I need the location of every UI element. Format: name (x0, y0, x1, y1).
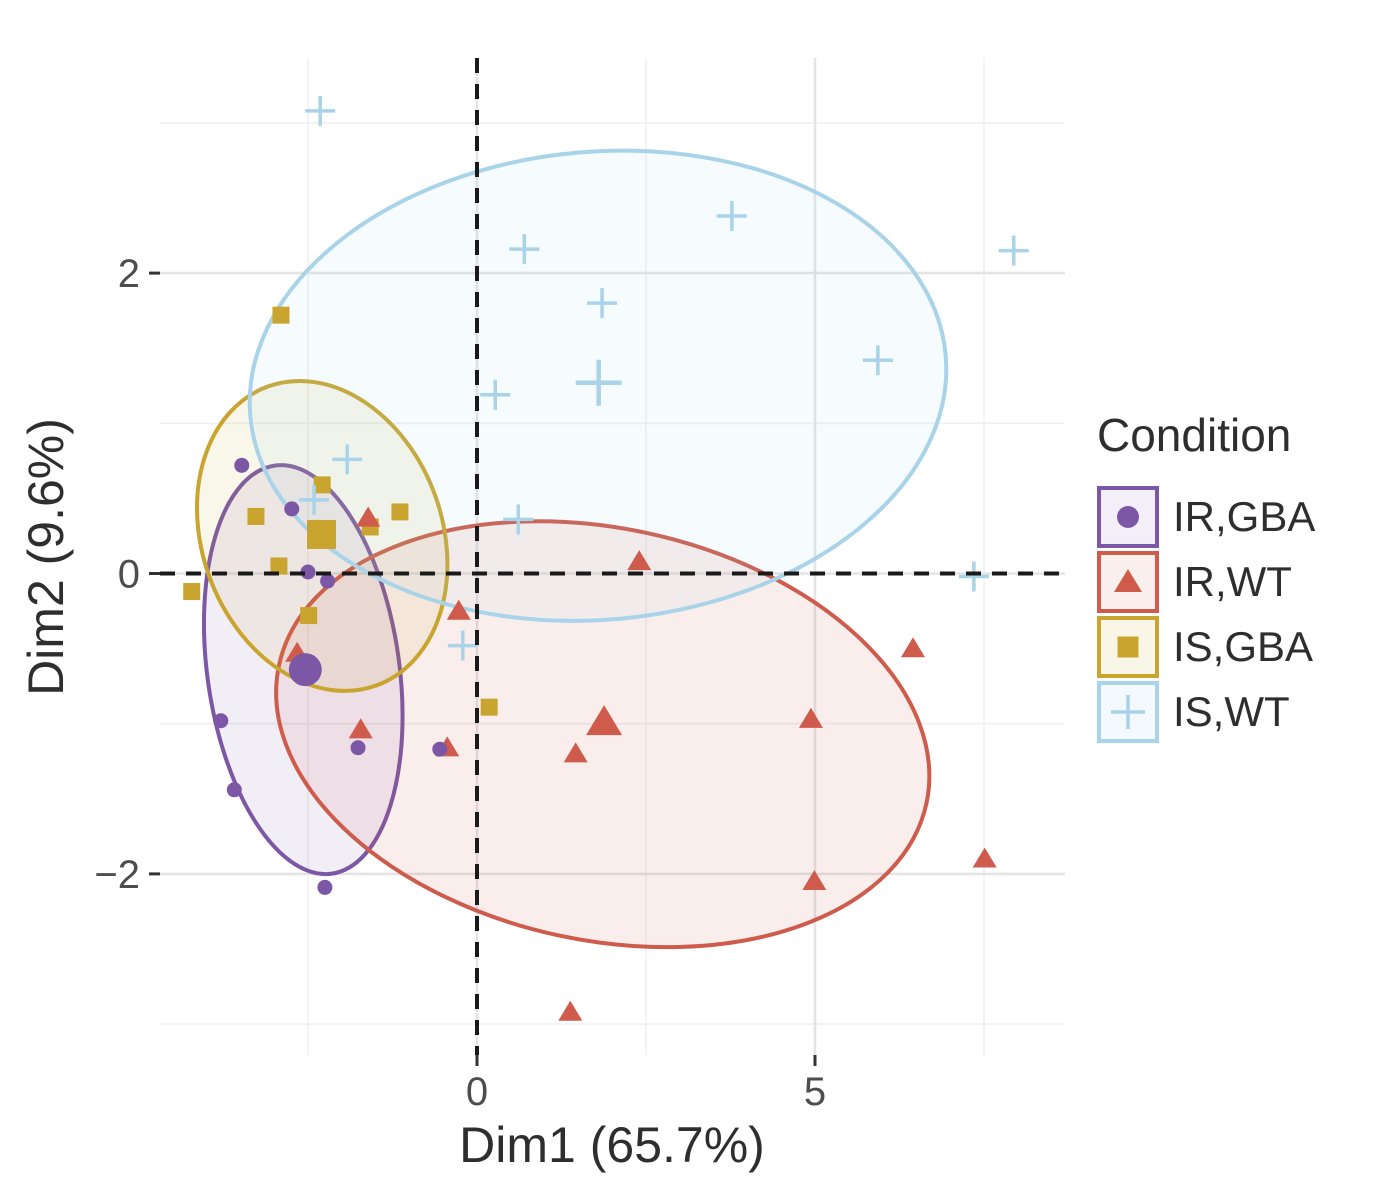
legend-item-IR-GBA: IR,GBA (1097, 486, 1315, 548)
data-point (446, 599, 471, 620)
square-key-icon (1097, 616, 1159, 678)
data-point (348, 718, 373, 739)
data-point (317, 879, 333, 895)
data-point (313, 476, 331, 494)
data-point (862, 345, 893, 376)
mean-point (307, 519, 337, 549)
mean-point (575, 359, 622, 406)
data-point (213, 713, 229, 729)
data-point (432, 741, 448, 757)
data-point (716, 201, 747, 232)
data-point (802, 870, 827, 891)
legend-item-label: IS,GBA (1173, 623, 1314, 670)
data-point (247, 507, 265, 525)
data-point (901, 637, 926, 658)
mean-point (288, 653, 322, 687)
y-axis-title: Dim2 (9.6%) (18, 418, 74, 696)
data-point (183, 583, 201, 601)
mean-point (586, 705, 623, 736)
x-tick-label: 0 (466, 1070, 488, 1114)
data-point (558, 1000, 583, 1021)
y-tick-label: 2 (118, 252, 140, 296)
legend-title: Condition (1097, 409, 1292, 461)
data-point (998, 235, 1029, 266)
legend-item-label: IR,GBA (1173, 493, 1316, 540)
data-point (627, 550, 652, 571)
data-point (958, 561, 989, 592)
data-point (299, 484, 330, 515)
data-point (350, 740, 366, 756)
legend-item-IS-WT: IS,WT (1097, 681, 1315, 743)
data-point (320, 573, 336, 589)
y-tick-label: −2 (94, 853, 140, 897)
x-tick-label: 5 (804, 1070, 826, 1114)
data-point (798, 707, 823, 728)
data-point (356, 506, 381, 527)
data-point (272, 306, 290, 324)
plus-key-icon (1097, 681, 1159, 743)
data-point (509, 234, 540, 265)
y-tick-label: 0 (118, 553, 140, 597)
data-point (226, 782, 242, 798)
legend-item-IR-WT: IR,WT (1097, 551, 1315, 613)
data-point (480, 379, 511, 410)
data-point (305, 95, 336, 126)
legend-item-label: IR,WT (1173, 558, 1292, 605)
legend: Condition IR,GBA IR,WT IS,GBA IS,WT (1097, 408, 1315, 746)
data-point (332, 444, 363, 475)
data-point (587, 288, 618, 319)
data-point (563, 742, 588, 763)
data-point (503, 504, 534, 535)
legend-item-IS-GBA: IS,GBA (1097, 616, 1315, 678)
data-point (270, 557, 288, 575)
data-point (391, 503, 409, 521)
legend-item-label: IS,WT (1173, 688, 1290, 735)
data-point (284, 501, 300, 517)
data-point (234, 457, 250, 473)
triangle-key-icon (1097, 551, 1159, 613)
data-point (972, 847, 997, 868)
data-point (447, 630, 478, 661)
data-point (480, 698, 498, 716)
circle-key-icon (1097, 486, 1159, 548)
data-point (300, 564, 316, 580)
data-point (300, 607, 318, 625)
x-axis-title: Dim1 (65.7%) (459, 1117, 765, 1173)
